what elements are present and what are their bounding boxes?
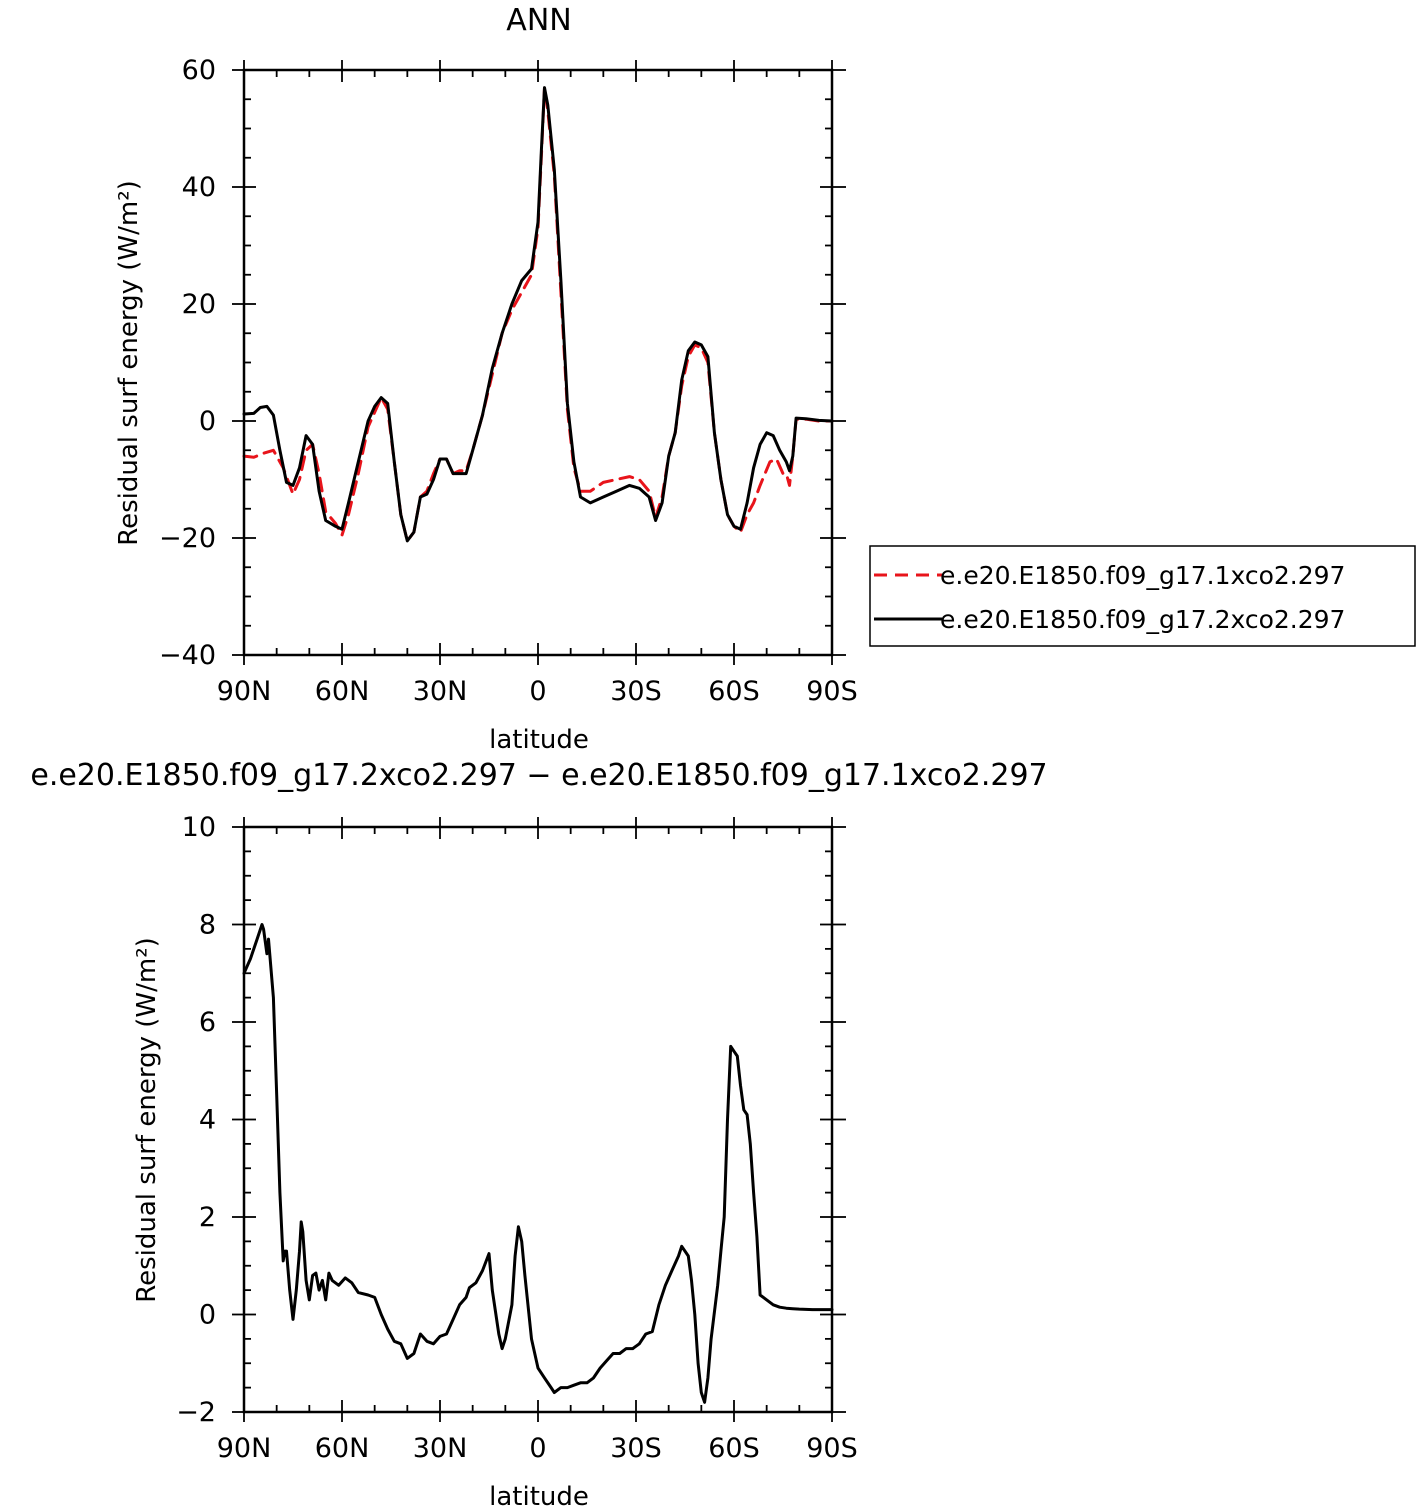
y-tick-label: −40: [159, 640, 216, 671]
x-tick-label: 30S: [610, 676, 662, 707]
annual-panel: ANN 90N 60N 30N 0 30S 60S 90S −40 −20 0 20 40 60 lat…: [114, 3, 1416, 755]
panel-title-difference: e.e20.E1850.f09_g17.2xco2.297 − e.e20.E1…: [30, 758, 1047, 793]
x-tick-label: 0: [529, 1433, 546, 1464]
y-tick-label: −2: [176, 1397, 216, 1428]
series-line-0: [242, 86, 834, 543]
x-tick-label: 0: [529, 676, 546, 707]
axis-ticks: 90N 60N 30N 0 30S 60S 90S −2 0 2 4 6 8 10: [176, 812, 858, 1464]
y-tick-label: 4: [199, 1105, 216, 1136]
x-tick-label: 30N: [413, 1433, 468, 1464]
series-line-0: [242, 923, 834, 1404]
y-tick-label: 40: [182, 172, 216, 203]
x-axis-label: latitude: [489, 725, 589, 755]
x-tick-label: 90S: [806, 1433, 858, 1464]
series-group: [242, 86, 834, 543]
y-tick-label: 2: [199, 1202, 216, 1233]
x-tick-label: 90S: [806, 676, 858, 707]
x-axis-label: latitude: [489, 1482, 589, 1512]
y-axis-label: Residual surf energy (W/m²): [132, 937, 162, 1303]
x-tick-label: 60S: [708, 676, 760, 707]
x-tick-label: 60N: [315, 1433, 370, 1464]
y-tick-label: 0: [199, 1300, 216, 1331]
plot-frame: [242, 68, 834, 657]
legend: e.e20.E1850.f09_g17.1xco2.297 e.e20.E185…: [869, 545, 1416, 647]
panel-title: ANN: [506, 3, 571, 38]
x-tick-label: 30S: [610, 1433, 662, 1464]
y-tick-label: 20: [182, 289, 216, 320]
y-tick-label: 60: [182, 55, 216, 86]
x-tick-label: 90N: [217, 676, 272, 707]
x-tick-label: 60S: [708, 1433, 760, 1464]
y-tick-label: 10: [182, 812, 216, 843]
y-tick-label: 6: [199, 1007, 216, 1038]
y-axis-label: Residual surf energy (W/m²): [114, 180, 144, 546]
series-group: [242, 923, 834, 1404]
legend-label-2xco2: e.e20.E1850.f09_g17.2xco2.297: [940, 605, 1345, 634]
difference-panel: e.e20.E1850.f09_g17.2xco2.297 − e.e20.E1…: [30, 758, 1047, 1512]
series-line-1: [242, 86, 834, 543]
legend-label-1xco2: e.e20.E1850.f09_g17.1xco2.297: [940, 561, 1345, 590]
plot-frame: [242, 825, 834, 1414]
axis-ticks: 90N 60N 30N 0 30S 60S 90S −40 −20 0 20 40 60: [159, 55, 858, 707]
y-tick-label: 8: [199, 910, 216, 941]
legend-box: [869, 545, 1416, 647]
x-tick-label: 60N: [315, 676, 370, 707]
y-tick-label: 0: [199, 406, 216, 437]
x-tick-label: 90N: [217, 1433, 272, 1464]
y-tick-label: −20: [159, 523, 216, 554]
x-tick-label: 30N: [413, 676, 468, 707]
